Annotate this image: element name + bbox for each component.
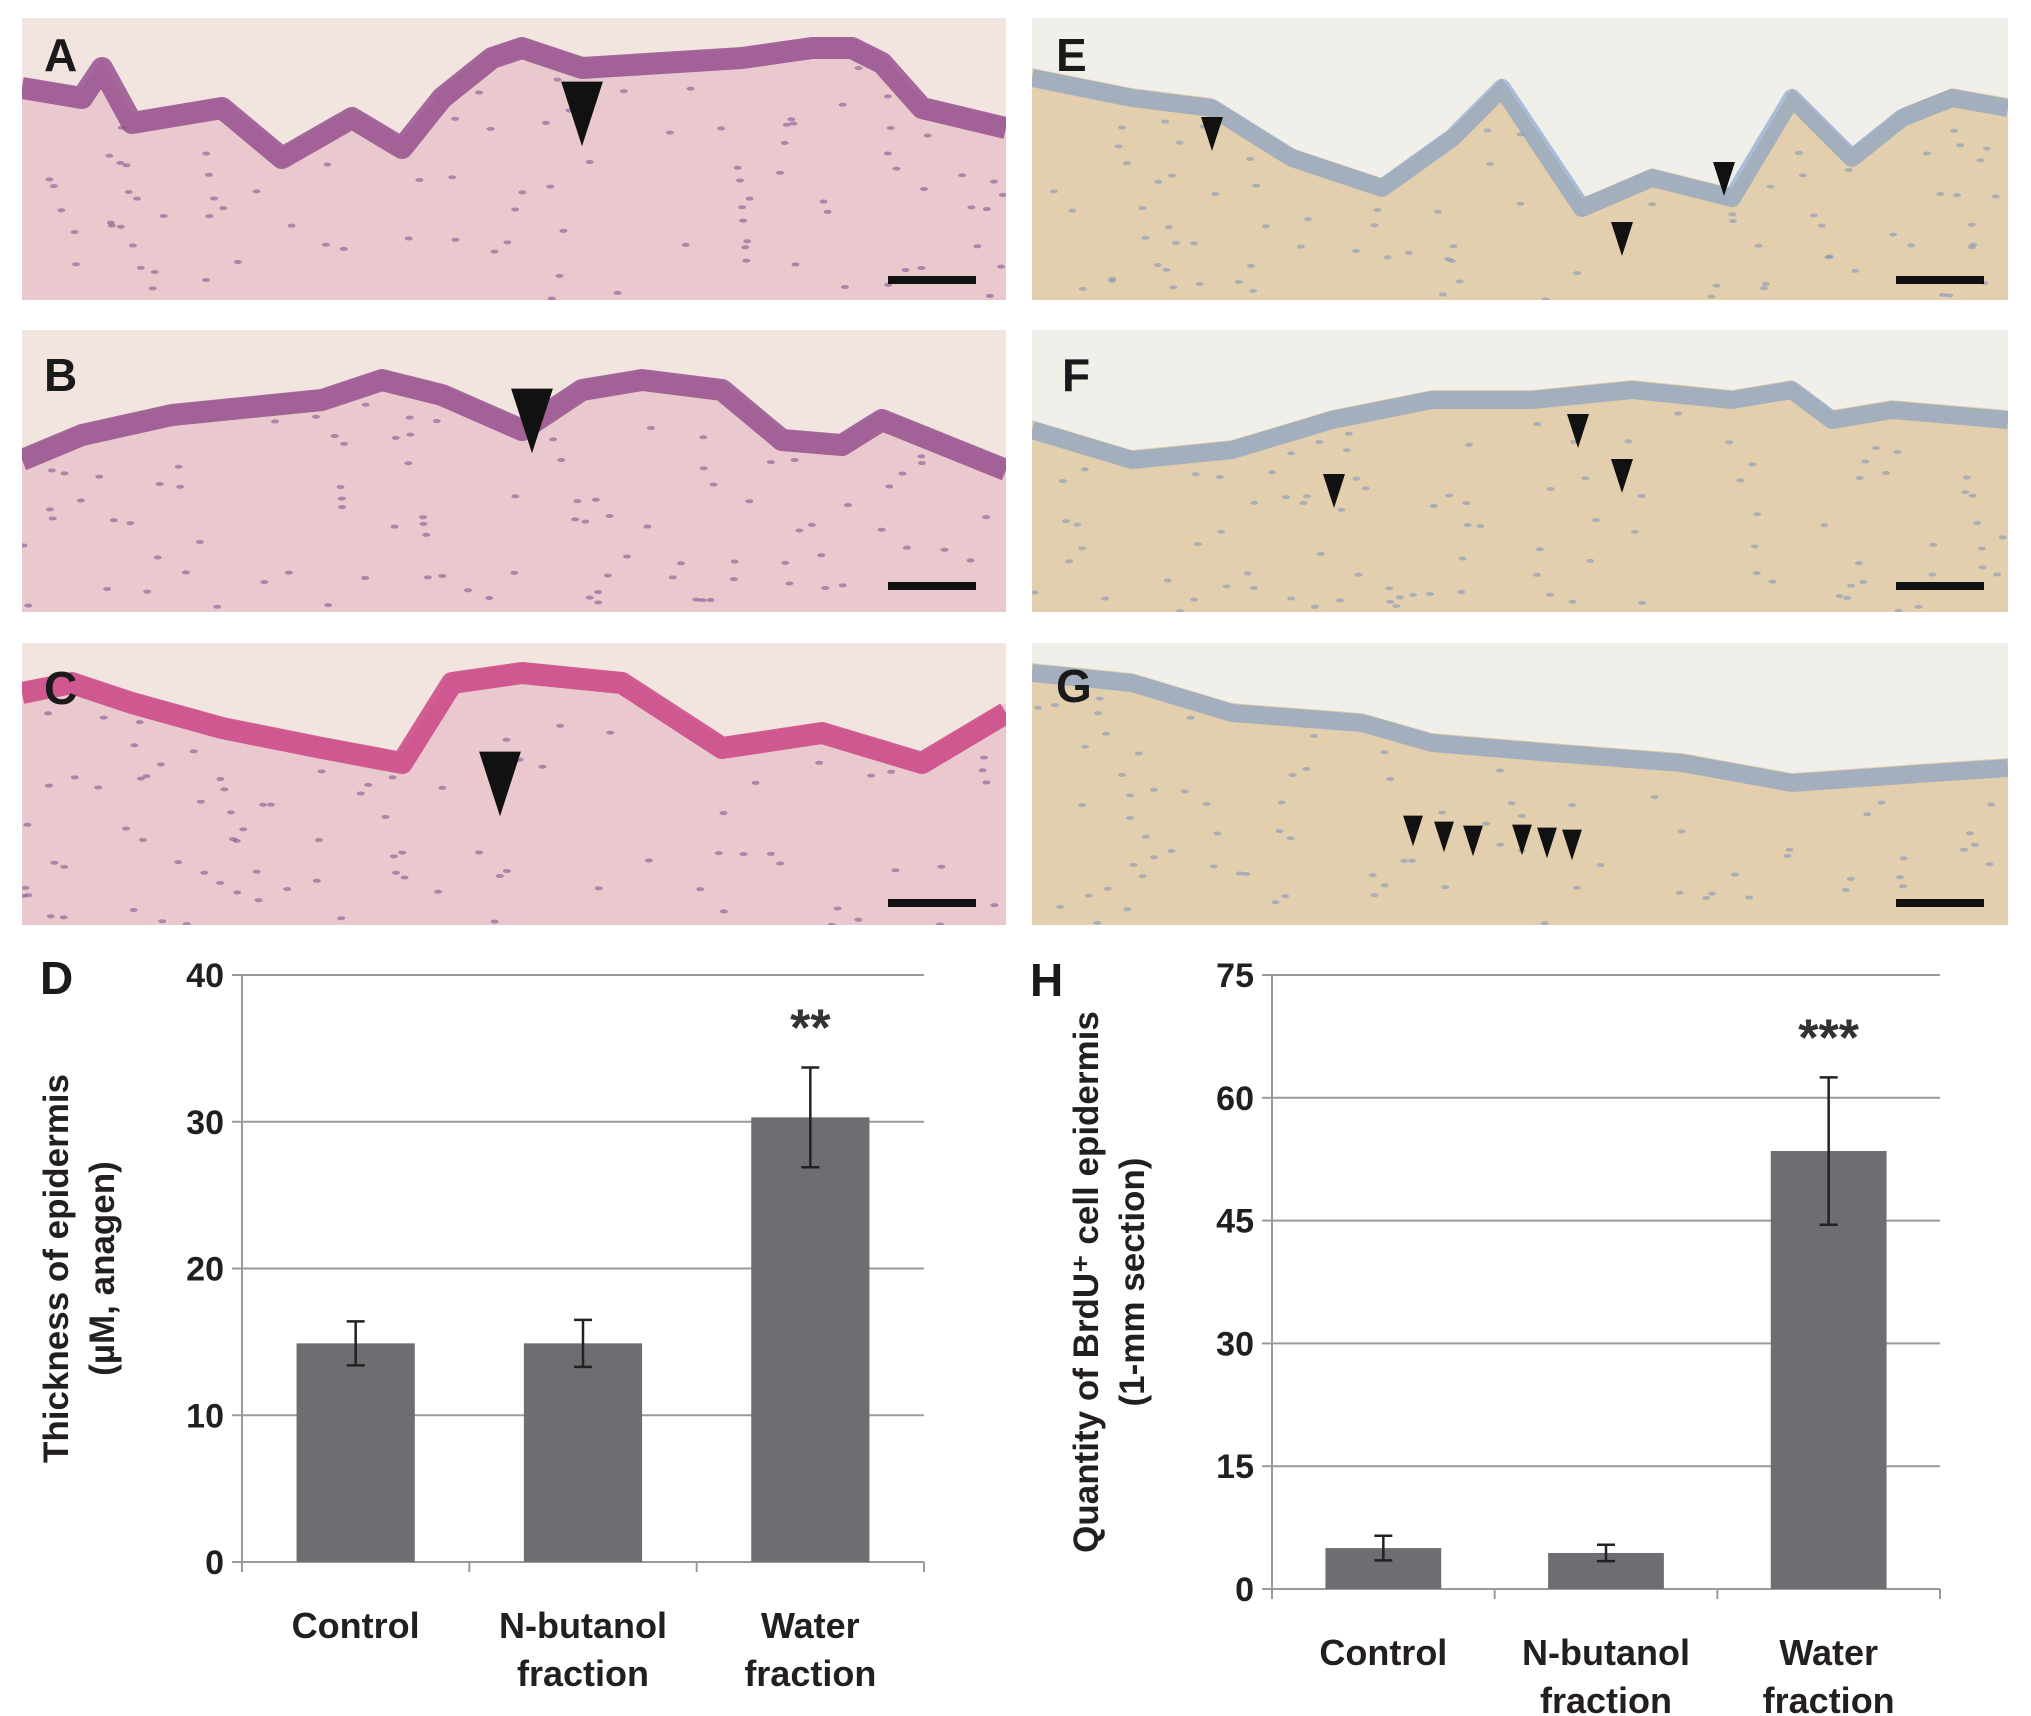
panel-letter-f: F <box>1062 349 1091 401</box>
arrowhead <box>1611 222 1633 256</box>
y-axis-label-line: Quantity of BrdU⁺ cell epidermis <box>1067 1011 1106 1553</box>
y-tick-label: 60 <box>1216 1080 1254 1118</box>
y-axis-label: Thickness of epidermis (µM, anagen) <box>37 1074 122 1463</box>
epidermis-layer <box>1032 69 2008 217</box>
panel-letter-c: C <box>44 662 78 714</box>
y-axis-label: Quantity of BrdU⁺ cell epidermis (1-mm se… <box>1067 1011 1152 1553</box>
arrowheads <box>1201 117 1735 256</box>
epidermis-layer <box>22 662 1006 774</box>
panel-c-image: C <box>22 643 1006 925</box>
epidermis-layer <box>1032 664 2008 792</box>
panel-letter-g: G <box>1056 660 1092 712</box>
panel-f-image: F <box>1032 330 2008 612</box>
y-axis-label-line: Thickness of epidermis <box>37 1074 76 1463</box>
arrowhead <box>479 751 521 817</box>
y-axis-label-line: (µM, anagen) <box>83 1161 122 1376</box>
epidermis-layer <box>22 369 1006 481</box>
scale-bar-c <box>888 899 976 907</box>
x-tick-label: fraction <box>744 1653 876 1694</box>
x-tick-label: N-butanol <box>1522 1632 1690 1673</box>
dermis-region <box>1032 663 2008 925</box>
arrowheads <box>1403 815 1582 861</box>
he-tissue-c <box>22 643 1006 925</box>
bar <box>523 1343 643 1562</box>
brdu-tissue-e <box>1032 18 2008 300</box>
cell-nuclei <box>1049 119 2000 300</box>
scale-bar-e <box>1896 276 1984 284</box>
scale-bar-a <box>888 276 976 284</box>
brdu-tissue-f <box>1032 330 2008 612</box>
x-tick-label: Water <box>761 1605 860 1646</box>
arrowhead <box>511 388 553 454</box>
y-tick-label: 30 <box>1216 1325 1254 1363</box>
y-tick-label: 45 <box>1216 1203 1254 1241</box>
panel-letter-b: B <box>44 349 78 401</box>
cell-nuclei <box>45 66 1006 300</box>
x-tick-label: Control <box>1319 1632 1447 1673</box>
y-tick-label: 20 <box>186 1251 224 1289</box>
y-axis-label-line: (1-mm section) <box>1113 1158 1152 1407</box>
y-tick-label: 40 <box>186 957 224 995</box>
x-tick-label: fraction <box>1763 1680 1895 1716</box>
epidermis-layer <box>22 37 1006 169</box>
brdu-tissue-g <box>1032 643 2008 925</box>
arrowhead <box>1713 162 1735 196</box>
scale-bar-g <box>1896 899 1984 907</box>
he-tissue-a <box>22 18 1006 300</box>
significance-label: *** <box>1798 1009 1859 1067</box>
x-tick-label: fraction <box>1540 1680 1672 1716</box>
arrowhead <box>1323 474 1345 508</box>
dermis-region <box>22 38 1006 300</box>
x-tick-label: N-butanol <box>499 1605 667 1646</box>
panel-letter-h: H <box>1030 954 1064 1006</box>
arrowhead <box>1403 815 1423 847</box>
x-tick-label: fraction <box>517 1653 649 1694</box>
arrowhead <box>1463 825 1483 857</box>
cell-nuclei <box>22 402 991 609</box>
arrowhead <box>1201 117 1223 151</box>
panel-letter-d: D <box>40 952 74 1004</box>
dermis-region <box>1032 68 2008 300</box>
arrowhead <box>561 81 603 147</box>
arrowhead <box>1611 459 1633 493</box>
epidermis-layer <box>1032 381 2008 469</box>
cell-nuclei <box>22 711 999 925</box>
chart-d: 0 10 20 30 40 Control N-butanol fraction ** Water… <box>37 957 925 1694</box>
arrowhead <box>1512 824 1532 856</box>
bar <box>296 1343 415 1562</box>
significance-label: ** <box>790 999 831 1057</box>
y-tick-label: 0 <box>1235 1571 1254 1609</box>
panel-g-image: G <box>1032 643 2008 925</box>
panel-letter-a: A <box>44 29 78 81</box>
panel-b-image: B <box>22 330 1006 612</box>
y-tick-label: 15 <box>1216 1448 1254 1486</box>
arrowheads <box>479 751 521 817</box>
bar <box>751 1117 870 1562</box>
y-tick-label: 0 <box>205 1544 224 1582</box>
y-tick-label: 75 <box>1216 957 1254 995</box>
panel-letter-e: E <box>1056 29 1087 81</box>
arrowheads <box>561 81 603 147</box>
arrowheads <box>1323 414 1633 508</box>
cell-nuclei <box>1033 696 1996 925</box>
panel-e-image: E <box>1032 18 2008 300</box>
x-tick-label: Water <box>1779 1632 1878 1673</box>
arrowhead <box>1434 821 1454 853</box>
arrowhead <box>1562 829 1582 861</box>
arrowhead <box>1567 414 1589 448</box>
y-tick-label: 30 <box>186 1104 224 1142</box>
y-tick-label: 10 <box>186 1397 224 1435</box>
scale-bar-b <box>888 582 976 590</box>
scale-bar-f <box>1896 582 1984 590</box>
chart-h: 0 15 30 45 60 75 Control N-butanol fraction *** Wa… <box>1067 957 1941 1716</box>
cell-nuclei <box>1032 411 2007 612</box>
he-tissue-b <box>22 330 1006 612</box>
arrowheads <box>511 388 553 454</box>
x-tick-label: Control <box>292 1605 420 1646</box>
arrowhead <box>1537 827 1557 859</box>
panel-a-image: A <box>22 18 1006 300</box>
